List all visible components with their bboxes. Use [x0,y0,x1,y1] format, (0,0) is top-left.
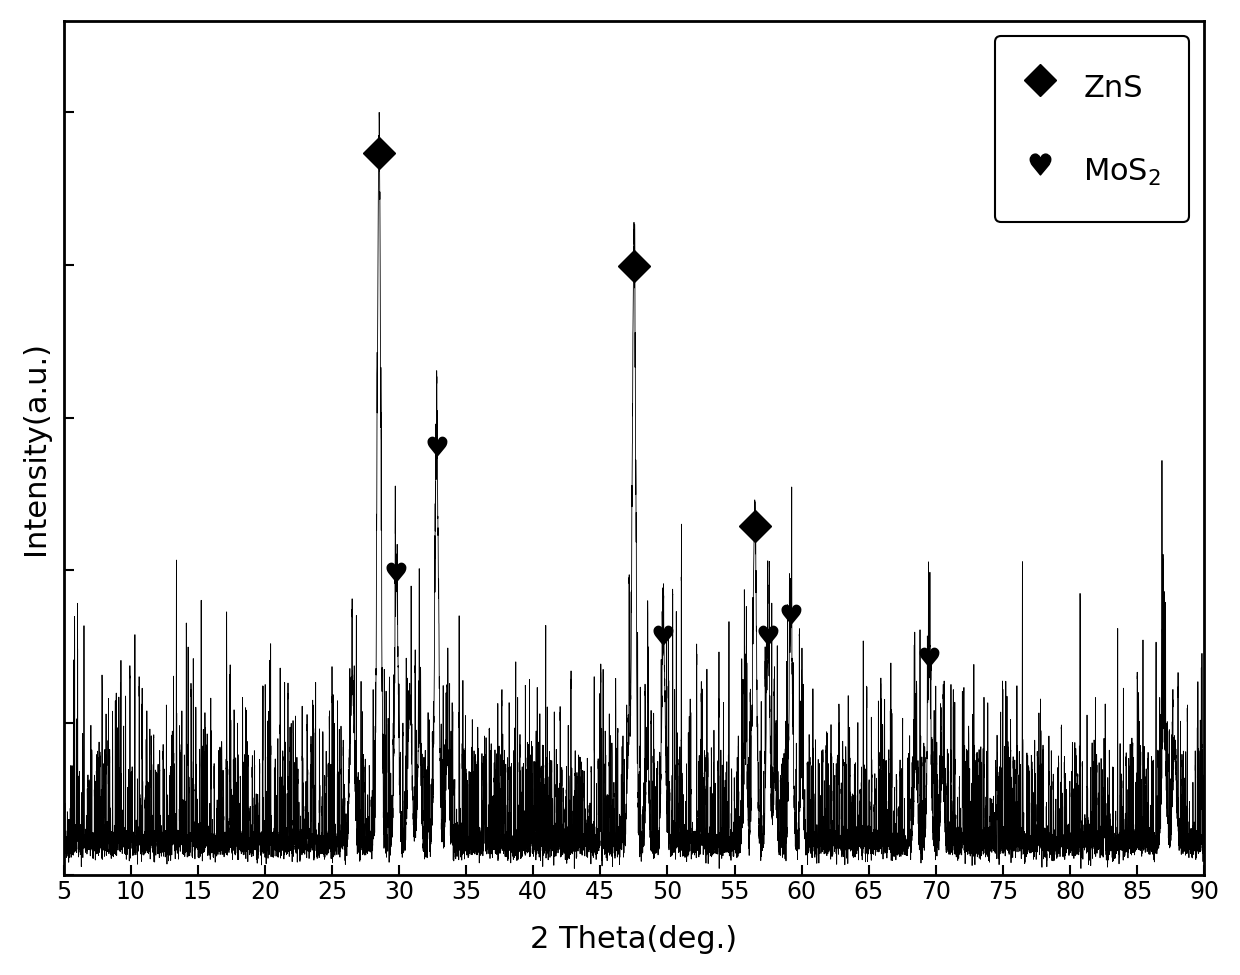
Y-axis label: Intensity(a.u.): Intensity(a.u.) [21,341,50,555]
Text: ♥: ♥ [424,435,449,462]
Text: ♥: ♥ [651,624,676,652]
Text: ♥: ♥ [384,562,409,589]
Text: ♥: ♥ [779,604,804,632]
Legend: ZnS, MoS$_2$: ZnS, MoS$_2$ [994,36,1189,222]
Text: ♥: ♥ [755,624,780,652]
Text: ♥: ♥ [916,645,941,674]
X-axis label: 2 Theta(deg.): 2 Theta(deg.) [531,925,738,955]
